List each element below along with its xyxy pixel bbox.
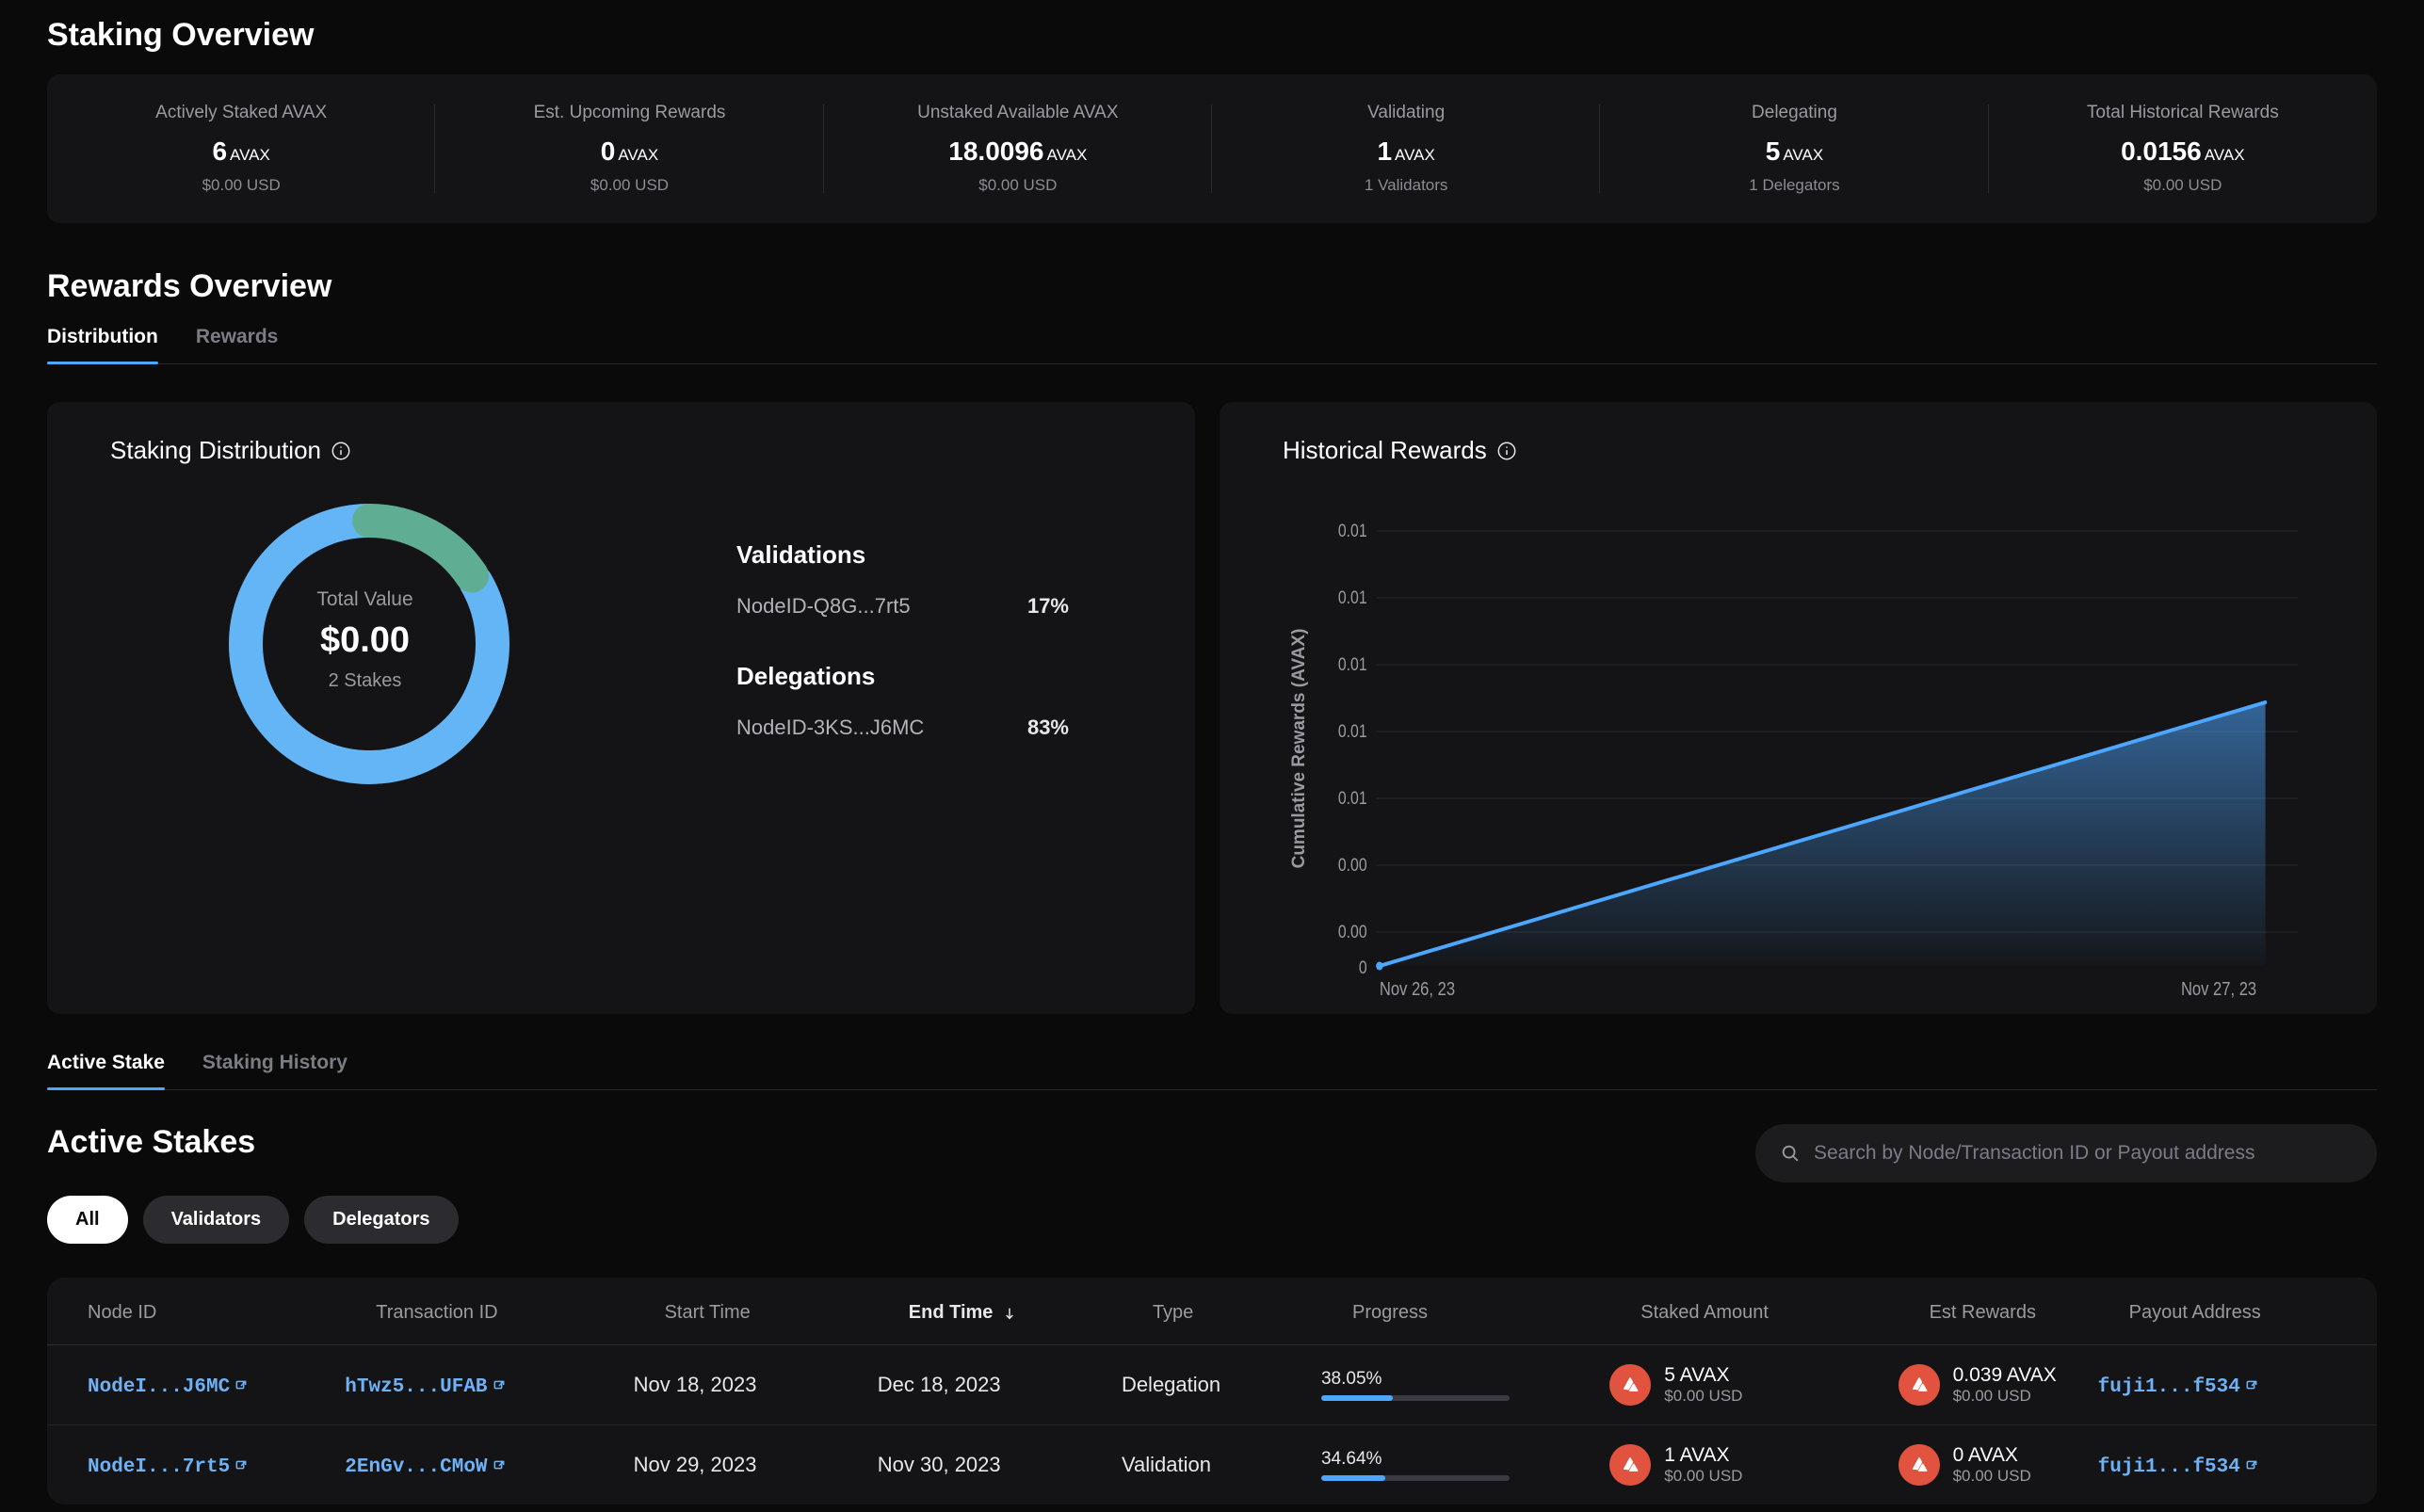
svg-text:0.01: 0.01 — [1338, 521, 1367, 541]
svg-text:Nov 27, 23: Nov 27, 23 — [2181, 977, 2256, 998]
svg-text:0.00: 0.00 — [1338, 922, 1367, 942]
svg-text:Nov 26, 23: Nov 26, 23 — [1380, 977, 1455, 998]
svg-text:0.01: 0.01 — [1338, 587, 1367, 608]
svg-text:0.01: 0.01 — [1338, 788, 1367, 809]
svg-text:0.00: 0.00 — [1338, 855, 1367, 876]
svg-text:0: 0 — [1359, 957, 1367, 978]
svg-text:0.01: 0.01 — [1338, 721, 1367, 742]
svg-text:0.01: 0.01 — [1338, 654, 1367, 675]
